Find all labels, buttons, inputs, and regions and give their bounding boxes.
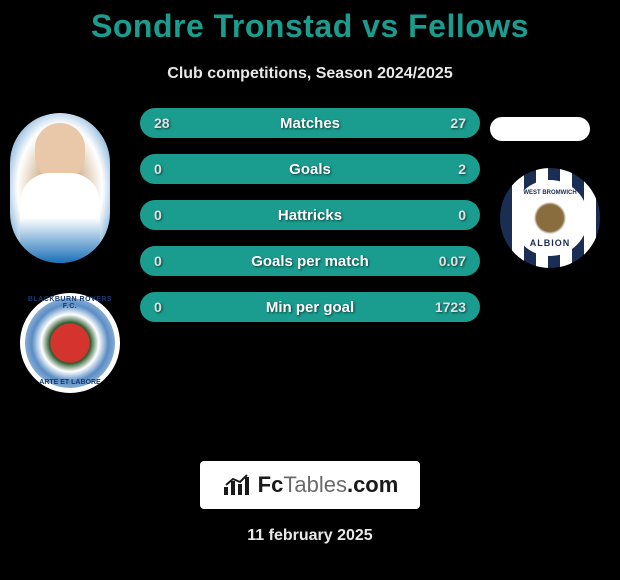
stat-value-right: 1723 xyxy=(435,299,466,315)
stat-value-left: 0 xyxy=(154,161,162,177)
club-right-name: ALBION xyxy=(512,238,588,248)
stat-row: 0Min per goal1723 xyxy=(140,292,480,322)
stat-label: Goals xyxy=(140,161,480,178)
stat-value-left: 0 xyxy=(154,207,162,223)
club-left-arc-top: BLACKBURN ROVERS F.C. xyxy=(25,296,115,310)
stat-value-right: 0.07 xyxy=(439,253,466,269)
brand-domain: .com xyxy=(347,472,398,497)
brand-text: FcTables.com xyxy=(258,472,399,498)
stat-value-right: 2 xyxy=(458,161,466,177)
brand-prefix: Fc xyxy=(258,472,284,497)
stat-value-right: 0 xyxy=(458,207,466,223)
brand-logo: FcTables.com xyxy=(200,461,420,509)
date-text: 11 february 2025 xyxy=(0,527,620,545)
stat-label: Goals per match xyxy=(140,253,480,270)
stat-value-left: 0 xyxy=(154,253,162,269)
stat-row: 0Hattricks0 xyxy=(140,200,480,230)
stat-value-right: 27 xyxy=(450,115,466,131)
player-right-photo xyxy=(490,117,590,141)
stat-label: Min per goal xyxy=(140,299,480,316)
stat-value-left: 28 xyxy=(154,115,170,131)
player-left-photo xyxy=(10,113,110,263)
stat-value-left: 0 xyxy=(154,299,162,315)
stat-row: 0Goals per match0.07 xyxy=(140,246,480,276)
stat-row: 0Goals2 xyxy=(140,154,480,184)
club-left-arc-bottom: ARTE ET LABORE xyxy=(25,379,115,386)
comparison-panel: BLACKBURN ROVERS F.C. ARTE ET LABORE WES… xyxy=(0,113,620,403)
subtitle: Club competitions, Season 2024/2025 xyxy=(0,65,620,83)
stat-label: Matches xyxy=(140,115,480,132)
brand-suffix: Tables xyxy=(283,472,347,497)
page-title: Sondre Tronstad vs Fellows xyxy=(0,0,620,45)
stat-row: 28Matches27 xyxy=(140,108,480,138)
club-left-badge: BLACKBURN ROVERS F.C. ARTE ET LABORE xyxy=(20,293,120,393)
chart-icon xyxy=(222,473,250,497)
club-right-badge: WEST BROMWICH ALBION xyxy=(500,168,600,268)
stat-label: Hattricks xyxy=(140,207,480,224)
stats-bars: 28Matches270Goals20Hattricks00Goals per … xyxy=(140,108,480,338)
club-right-arc-top: WEST BROMWICH xyxy=(512,190,588,196)
